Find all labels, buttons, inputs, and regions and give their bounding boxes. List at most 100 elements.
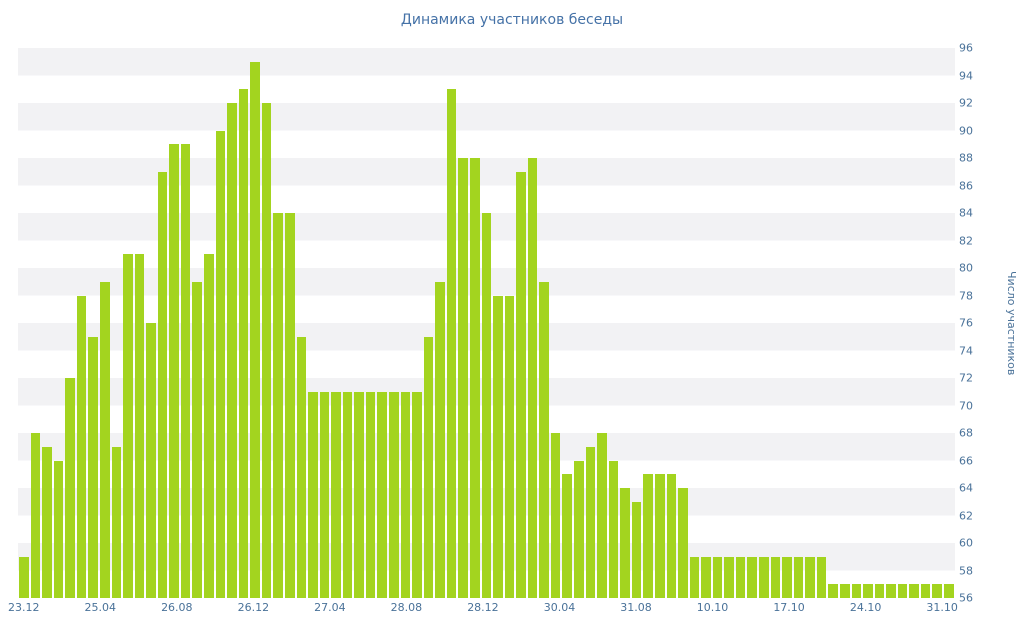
x-tick-label: 28.12 [467,601,499,614]
bar [400,391,411,598]
y-tick-label: 92 [959,96,973,110]
bar [863,584,873,598]
bar [516,171,526,598]
bar [701,556,711,598]
bar [134,254,145,598]
y-tick-label: 64 [959,481,973,495]
x-tick-label: 24.10 [849,601,882,614]
y-tick-label: 56 [959,591,973,605]
bar [284,213,295,598]
bar [377,391,387,598]
y-tick-label: 76 [959,316,973,330]
bar [146,323,156,598]
bar [689,556,700,598]
y-tick-label: 90 [959,124,973,137]
bar [446,89,457,598]
bar [585,446,596,598]
bar [897,584,908,598]
y-tick-label: 74 [959,344,973,357]
bar [308,391,318,598]
y-tick-label: 80 [959,261,973,275]
bar [782,556,792,598]
bar [412,391,422,598]
x-tick-label: 30.04 [543,601,576,614]
bar [550,433,561,598]
x-tick-label: 28.08 [390,601,423,614]
bar [389,391,399,598]
y-tick-label: 58 [959,564,973,577]
bar [296,336,307,598]
bar [759,556,769,598]
bar [99,281,110,598]
plot-area [18,48,955,598]
bar [435,281,445,598]
y-tick-label: 66 [959,454,973,467]
bar [227,103,237,598]
x-tick-label: 26.12 [237,601,270,614]
bar [19,556,29,598]
bar [493,295,503,598]
bar [805,556,815,598]
y-tick-label: 60 [959,536,973,550]
bar [909,584,919,598]
y-tick-label: 62 [959,509,973,522]
bar [631,501,642,598]
bar [342,391,353,598]
bar [839,584,850,598]
bar [597,433,607,598]
bar [851,584,862,598]
bar [886,584,896,598]
bar [111,446,122,598]
y-tick-label: 94 [959,69,973,82]
bar [123,254,133,598]
bar [816,556,827,598]
y-axis: 96 94 92 90 88 86 84 82 80 78 76 74 72 70 68 66 64 62 60 58… [959,42,987,605]
bar [735,556,746,598]
bar [944,584,954,598]
bar [157,171,168,598]
bar [562,474,572,598]
bar [423,336,434,598]
bar [643,474,653,598]
x-tick-label: 17.10 [773,601,805,614]
bar [238,89,249,598]
bar [793,556,804,598]
x-tick-label: 27.04 [314,601,346,614]
bar [319,391,330,598]
bar [250,61,260,598]
x-tick-label: 10.10 [696,601,729,614]
bar [481,213,492,598]
bar [724,556,734,598]
x-tick-label: 31.08 [620,601,652,614]
bar [574,460,584,598]
bar [539,281,549,598]
bar [666,474,677,598]
y-tick-label: 72 [959,371,973,385]
bar [365,391,376,598]
bar [527,158,538,598]
bar [65,378,75,598]
bar [504,295,515,598]
y-tick-label: 82 [959,234,973,247]
y-axis-title: Число участников [1005,270,1018,376]
bar [678,488,688,598]
bar [608,460,619,598]
bar [169,144,179,598]
y-tick-label: 88 [959,151,973,165]
y-tick-label: 96 [959,41,973,55]
bar [458,158,468,598]
bar [42,446,52,598]
bar [654,474,665,598]
bar [932,584,942,598]
bar [76,295,87,598]
bar [620,488,630,598]
x-tick-label: 25.04 [84,601,117,614]
bar [747,556,757,598]
bar [215,130,226,598]
bar [273,213,283,598]
y-tick-label: 86 [959,179,973,192]
y-tick-label: 68 [959,426,973,440]
bar [712,556,723,598]
y-tick-label: 78 [959,289,973,302]
